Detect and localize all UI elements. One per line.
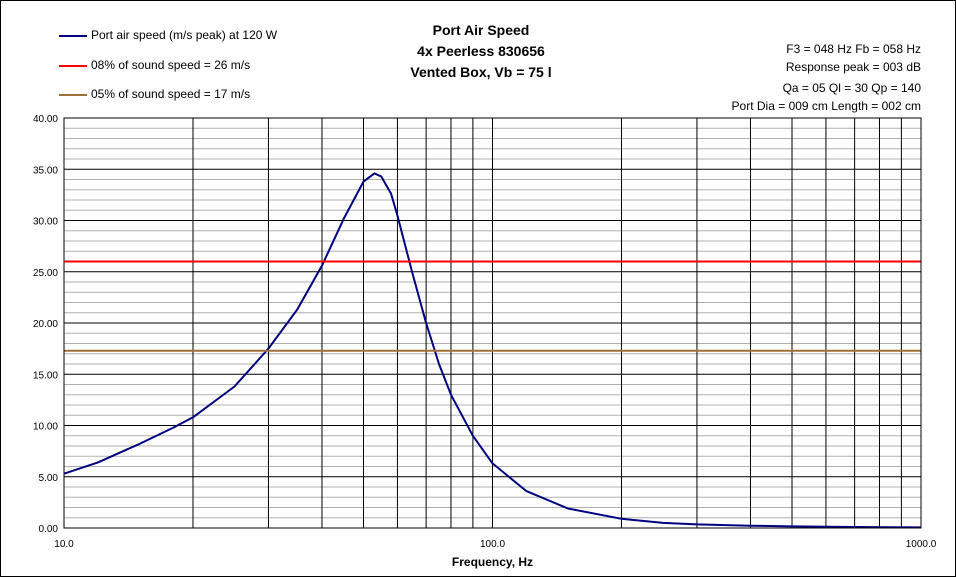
chart-title-line-2: 4x Peerless 830656	[417, 43, 545, 59]
y-tick-label: 5.00	[39, 473, 59, 484]
legend-label: Port air speed (m/s peak) at 120 W	[91, 28, 278, 42]
x-axis-label: Frequency, Hz	[452, 555, 533, 569]
x-tick-label: 10.0	[54, 539, 74, 550]
y-tick-label: 15.00	[33, 370, 58, 381]
info-response-peak: Response peak = 003 dB	[785, 60, 921, 74]
info-port-dimensions: Port Dia = 009 cm Length = 002 cm	[731, 99, 921, 113]
plot-frame	[63, 117, 922, 529]
y-tick-label: 25.00	[33, 268, 58, 279]
grid	[64, 118, 921, 528]
chart-title-line-1: Port Air Speed	[432, 22, 530, 38]
y-tick-label: 35.00	[33, 165, 58, 176]
y-tick-label: 40.00	[33, 114, 58, 125]
legend-label: 08% of sound speed = 26 m/s	[91, 58, 251, 72]
chart-title-line-3: Vented Box, Vb = 75 l	[410, 64, 552, 80]
x-tick-label: 1000.0	[906, 539, 937, 550]
y-tick-label: 30.00	[33, 217, 58, 228]
y-tick-label: 0.00	[39, 524, 59, 535]
series-layer	[63, 172, 922, 529]
legend-swatch-brown	[59, 94, 87, 96]
x-tick-label: 100.0	[480, 539, 505, 550]
legend-swatch-navy	[59, 35, 87, 37]
info-q-values: Qa = 05 Ql = 30 Qp = 140	[782, 81, 921, 95]
info-f3-fb: F3 = 048 Hz Fb = 058 Hz	[786, 42, 921, 56]
series-line-1	[63, 172, 922, 529]
legend-swatch-red	[59, 65, 87, 67]
tick-labels: 0.00 5.00 10.00 15.00 20.00 25.00 30.00 35.00 40…	[33, 114, 937, 550]
legend-label: 05% of sound speed = 17 m/s	[91, 87, 251, 101]
y-tick-label: 10.00	[33, 422, 58, 433]
y-tick-label: 20.00	[33, 319, 58, 330]
